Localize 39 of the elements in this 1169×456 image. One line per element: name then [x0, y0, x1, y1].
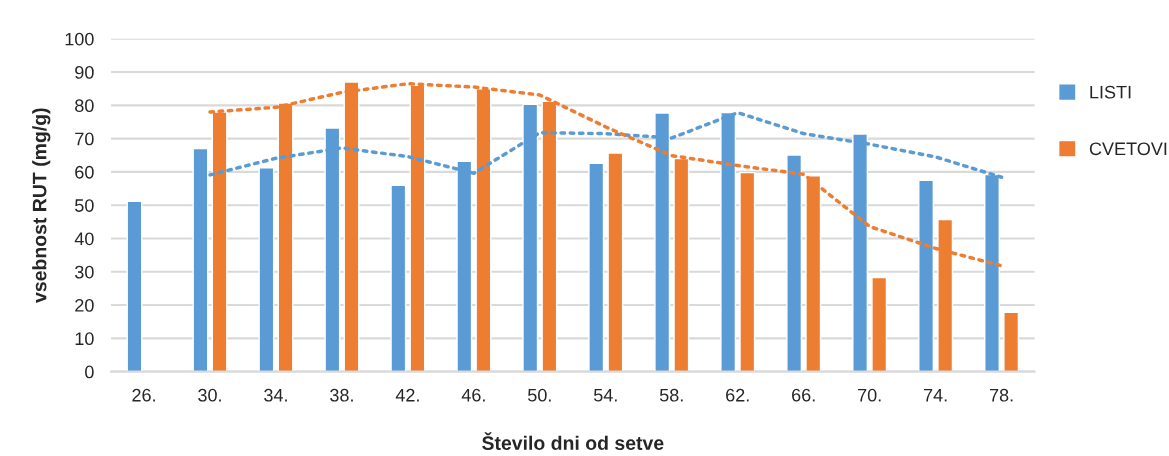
bar	[588, 162, 605, 372]
x-tick-label: 78.	[989, 388, 1013, 402]
y-tick-label: 20	[75, 299, 94, 312]
y-tick-label: 80	[75, 99, 94, 113]
x-tick-label: 74.	[923, 388, 947, 402]
x-axis-title: Število dni od setve	[482, 432, 664, 450]
x-tick-label: 58.	[659, 388, 683, 402]
x-tick-label: 42.	[395, 388, 419, 402]
legend-label: CVETOVI	[1089, 142, 1167, 156]
x-tick-label: 26.	[132, 388, 155, 402]
bar	[739, 171, 756, 372]
bar	[786, 154, 803, 372]
x-tick-label: 38.	[330, 388, 353, 402]
bar	[871, 276, 888, 372]
bar	[1003, 311, 1020, 372]
y-tick-label: 100	[65, 32, 94, 46]
bar	[607, 152, 624, 372]
y-tick-label: 40	[74, 232, 94, 246]
x-tick-label: 66.	[792, 388, 815, 402]
y-axis-title: vsebnost RUT (mg/g)	[32, 108, 51, 303]
x-tick-label: 62.	[726, 388, 749, 402]
bar	[390, 184, 407, 372]
y-tick-label: 10	[75, 332, 94, 346]
y-tick-label: 60	[75, 165, 94, 179]
x-tick-label: 34.	[264, 388, 287, 402]
x-tick-label: 70.	[858, 388, 881, 402]
y-tick-label: 0	[85, 365, 94, 379]
x-tick-label: 46.	[461, 388, 485, 402]
bar	[918, 179, 935, 372]
legend-label: LISTI	[1090, 85, 1131, 99]
x-tick-label: 54.	[593, 388, 617, 402]
x-tick-label: 30.	[198, 388, 221, 402]
y-tick-label: 50	[75, 199, 94, 212]
bar	[126, 200, 143, 372]
x-tick-label: 50.	[528, 388, 551, 402]
bar	[258, 167, 275, 372]
y-tick-label: 70	[75, 132, 94, 146]
y-tick-label: 90	[75, 65, 94, 79]
y-tick-label: 30	[75, 265, 94, 279]
